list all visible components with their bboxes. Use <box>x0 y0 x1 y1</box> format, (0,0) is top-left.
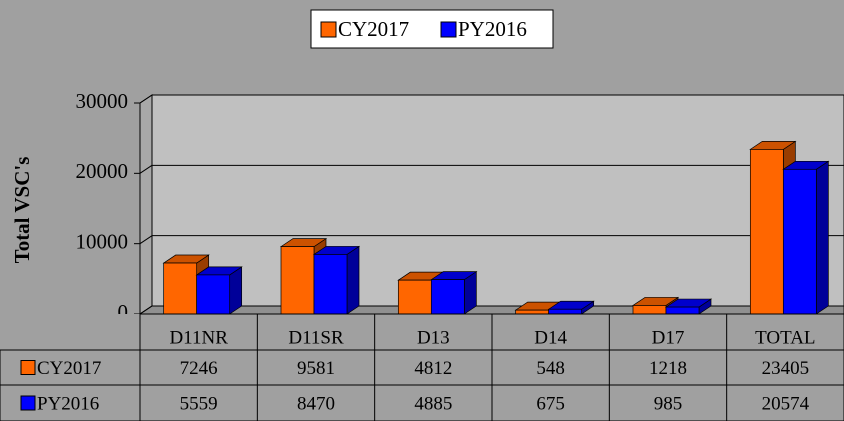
x-tick-label: D17 <box>652 327 685 348</box>
table-value: 23405 <box>762 358 810 379</box>
grid-line <box>139 164 153 174</box>
bar <box>515 309 550 315</box>
grid-line <box>139 94 153 104</box>
table-series-name: CY2017 <box>37 358 101 379</box>
bar <box>397 279 432 315</box>
table-bg <box>0 314 844 421</box>
table-value: 675 <box>536 393 565 414</box>
legend-box <box>310 9 554 49</box>
legend-key <box>440 21 457 38</box>
legend-label: CY2017 <box>338 17 409 41</box>
floor <box>138 305 844 315</box>
table-value: 8470 <box>297 393 335 414</box>
bar <box>548 308 583 315</box>
bar <box>313 254 348 315</box>
x-tick-label: D11SR <box>288 327 344 348</box>
y-axis-label: Total VSC's <box>10 157 34 264</box>
legend-key <box>320 21 337 38</box>
y-tick-label: 20000 <box>76 159 129 183</box>
y-tick-label: 0 <box>118 300 129 324</box>
table-key <box>20 360 36 375</box>
table-value: 1218 <box>649 358 687 379</box>
bar-side <box>815 160 829 315</box>
y-tick-label: 10000 <box>76 229 129 253</box>
bar <box>782 168 817 315</box>
table-value: 4885 <box>414 393 452 414</box>
bar-side <box>346 245 360 315</box>
table-value: 7246 <box>180 358 218 379</box>
table-value: 985 <box>654 393 683 414</box>
y-tick-label: 30000 <box>76 89 129 113</box>
x-tick-label: D13 <box>417 327 450 348</box>
x-tick-label: D11NR <box>169 327 228 348</box>
bar <box>749 149 784 315</box>
table-value: 5559 <box>180 393 218 414</box>
bar <box>665 306 700 315</box>
table-value: 4812 <box>414 358 452 379</box>
legend-label: PY2016 <box>458 17 527 41</box>
table-value: 548 <box>536 358 565 379</box>
bar <box>280 246 315 315</box>
bar <box>632 305 667 315</box>
grid-line <box>139 235 153 245</box>
table-value: 20574 <box>762 393 810 414</box>
bar <box>430 279 465 315</box>
table-key <box>20 395 36 411</box>
x-tick-label: D14 <box>534 327 567 348</box>
grid-line <box>139 305 153 315</box>
back-wall <box>151 94 844 307</box>
side-wall <box>139 94 153 315</box>
bar <box>196 274 231 315</box>
x-tick-label: TOTAL <box>755 327 815 348</box>
bar <box>163 262 198 315</box>
table-series-name: PY2016 <box>37 393 99 414</box>
table-value: 9581 <box>297 358 335 379</box>
